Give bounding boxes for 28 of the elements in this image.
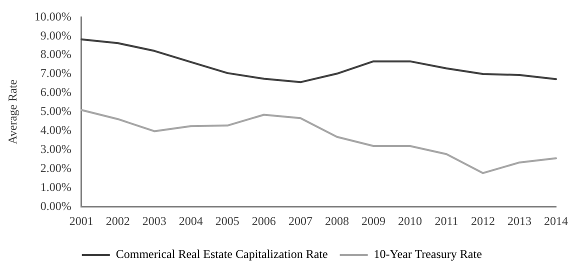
x-tick-label: 2013 bbox=[507, 214, 532, 228]
x-tick-label: 2005 bbox=[215, 214, 240, 228]
x-tick-label: 2003 bbox=[142, 214, 166, 228]
x-tick-label: 2012 bbox=[470, 214, 495, 228]
y-tick-label: 8.00% bbox=[40, 47, 72, 62]
x-tick-label: 2007 bbox=[288, 214, 312, 228]
x-tick-label: 2009 bbox=[361, 214, 386, 228]
x-tick-label: 2011 bbox=[434, 214, 458, 228]
y-axis-title: Average Rate bbox=[5, 80, 20, 144]
y-tick-label: 7.00% bbox=[40, 66, 72, 80]
y-tick-label: 1.00% bbox=[40, 180, 72, 194]
y-tick-label: 3.00% bbox=[40, 142, 72, 156]
y-tick-label: 9.00% bbox=[40, 28, 72, 42]
x-tick-label: 2008 bbox=[324, 214, 349, 228]
y-tick-label: 5.00% bbox=[40, 104, 72, 118]
y-tick-label: 6.00% bbox=[40, 85, 72, 100]
x-tick-label: 2006 bbox=[252, 214, 276, 228]
x-tick-label: 2010 bbox=[398, 214, 422, 228]
y-tick-label: 2.00% bbox=[40, 160, 72, 175]
x-tick-label: 2004 bbox=[178, 214, 203, 228]
x-tick-label: 2014 bbox=[544, 214, 568, 228]
y-tick-label: 4.00% bbox=[40, 122, 72, 137]
x-tick-label: 2002 bbox=[106, 214, 130, 228]
y-tick-label: 10.00% bbox=[34, 9, 72, 24]
legend-label: 10-Year Treasury Rate bbox=[374, 247, 482, 262]
x-tick-label: 2001 bbox=[69, 214, 94, 228]
legend-label: Commerical Real Estate Capitalization Rate bbox=[116, 247, 328, 262]
y-tick-label: 0.00% bbox=[40, 198, 72, 213]
